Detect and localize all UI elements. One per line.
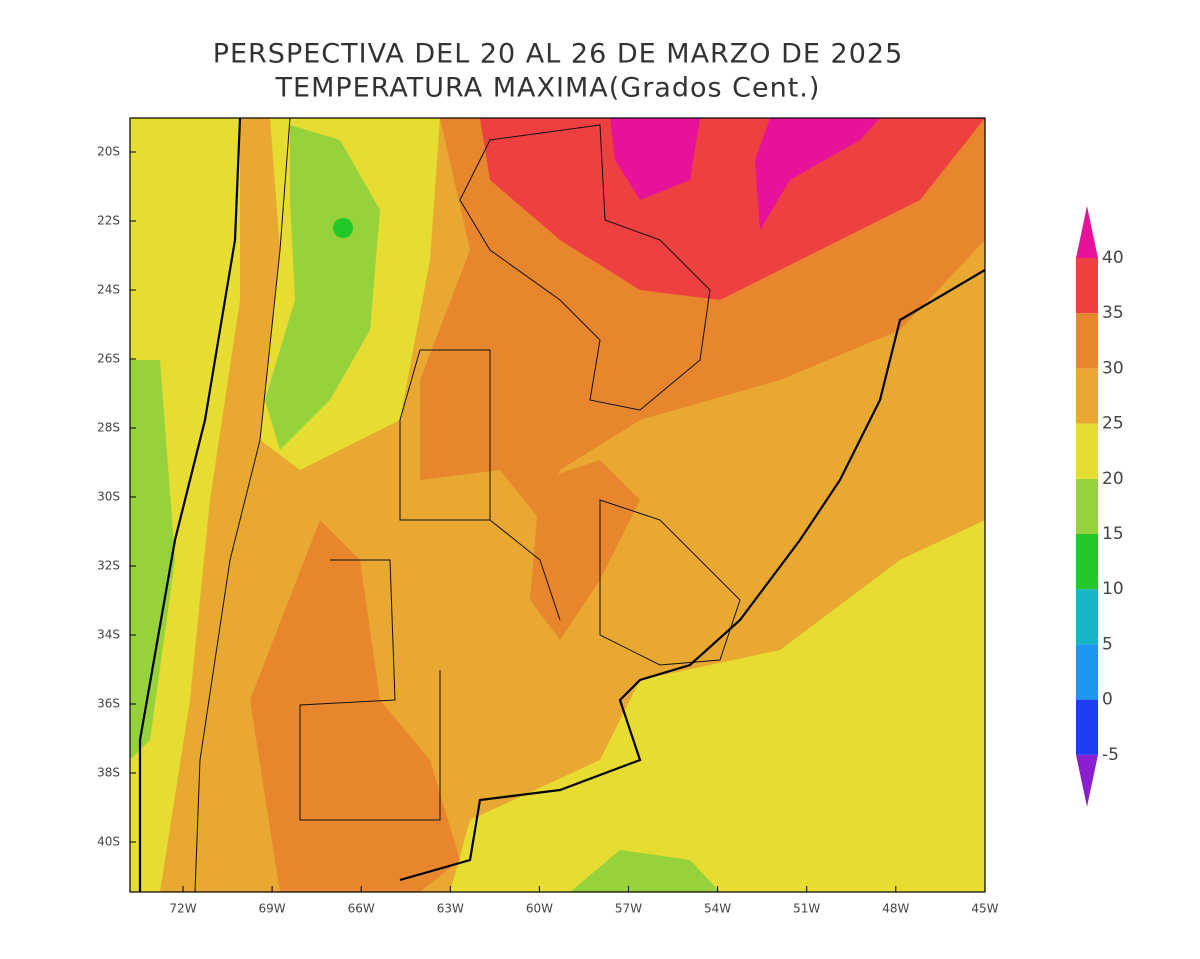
colorbar-label: 5 [1102, 634, 1113, 654]
colorbar-segment [1076, 589, 1098, 645]
colorbar-label: 20 [1102, 469, 1124, 489]
lon-label: 54W [704, 902, 731, 916]
field-35-40 [480, 118, 985, 300]
title-line: TEMPERATURA MAXIMA(Grados Cent.) [275, 73, 821, 104]
colorbar-label: 40 [1102, 248, 1124, 268]
temperature-field [130, 118, 985, 892]
field-15-20 [130, 360, 175, 760]
lat-label: 20S [97, 145, 120, 159]
coastline [138, 118, 242, 892]
border [459, 124, 711, 411]
map-frame [129, 117, 986, 893]
lat-label: 36S [97, 697, 120, 711]
lon-label: 48W [882, 902, 909, 916]
coastline [399, 269, 985, 882]
colorbar-label: 35 [1102, 303, 1124, 323]
field-30-35 [250, 520, 460, 892]
colorbar-label: 10 [1102, 579, 1124, 599]
lon-label: 57W [615, 902, 642, 916]
field-above-40 [755, 118, 880, 230]
field-15-20 [570, 850, 720, 892]
lat-label: 22S [97, 214, 120, 228]
colorbar-segment [1076, 534, 1098, 590]
lat-label: 32S [97, 559, 120, 573]
colorbar-label: 15 [1102, 524, 1124, 544]
colorbar-segment [1076, 258, 1098, 314]
lat-label: 28S [97, 421, 120, 435]
lat-label: 26S [97, 352, 120, 366]
field-20-25 [450, 520, 985, 892]
colorbar-segment [1076, 478, 1098, 534]
lon-label: 66W [348, 902, 375, 916]
border [299, 349, 561, 821]
lon-label: 69W [259, 902, 286, 916]
colorbar-segment [1076, 313, 1098, 369]
colorbar-label: -5 [1102, 745, 1119, 765]
field-10-15 [333, 218, 353, 238]
colorbar-triangle [1076, 206, 1098, 258]
colorbar-segment [1076, 368, 1098, 424]
lat-label: 30S [97, 490, 120, 504]
lon-label: 51W [793, 902, 820, 916]
colorbar-triangle [1076, 754, 1098, 807]
colorbar-segment [1076, 423, 1098, 479]
colorbar-label: 30 [1102, 358, 1124, 378]
lat-label: 34S [97, 628, 120, 642]
lon-label: 60W [526, 902, 553, 916]
lat-label: 40S [97, 835, 120, 849]
field-20-25 [130, 118, 240, 892]
colorbar-label: 0 [1102, 690, 1113, 710]
title-line: PERSPECTIVA DEL 20 AL 26 DE MARZO DE 202… [213, 39, 904, 70]
colorbar-segment [1076, 644, 1098, 700]
border [194, 118, 291, 892]
lon-label: 63W [437, 902, 464, 916]
field-15-20 [265, 125, 380, 450]
lat-label: 38S [97, 766, 120, 780]
field-30-35 [530, 460, 640, 640]
field-above-40 [610, 118, 700, 200]
border [599, 499, 741, 666]
lon-label: 72W [169, 902, 196, 916]
colorbar-segment [1076, 699, 1098, 755]
lon-label: 45W [971, 902, 998, 916]
colorbar-label: 25 [1102, 414, 1124, 434]
lat-label: 24S [97, 283, 120, 297]
